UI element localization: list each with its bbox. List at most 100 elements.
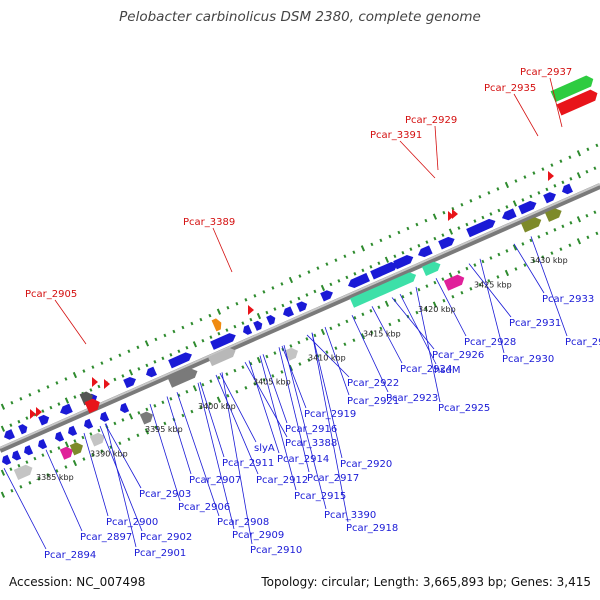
gene-label[interactable]: Pcar_2926 bbox=[432, 350, 484, 361]
gene-label[interactable]: Pcar_2902 bbox=[140, 532, 192, 543]
gene-label[interactable]: Pcar_2908 bbox=[217, 517, 269, 528]
gene-feature-red[interactable] bbox=[452, 209, 458, 219]
gene-feature[interactable] bbox=[66, 425, 78, 437]
gene-label[interactable]: Pcar_2906 bbox=[178, 502, 230, 513]
gene-label[interactable]: Pcar_2894 bbox=[44, 550, 96, 561]
gene-label[interactable]: Pcar_2928 bbox=[464, 337, 516, 348]
gene-feature[interactable] bbox=[118, 402, 130, 414]
gene-feature[interactable] bbox=[556, 88, 600, 116]
gene-feature[interactable] bbox=[82, 418, 94, 430]
gene-label[interactable]: Pcar_2920 bbox=[340, 459, 392, 470]
gene-feature[interactable] bbox=[500, 208, 517, 222]
gene-label[interactable]: Pcar_2909 bbox=[232, 530, 284, 541]
gene-feature-red[interactable] bbox=[36, 407, 42, 417]
gene-feature-red[interactable] bbox=[30, 409, 36, 419]
gene-label[interactable]: Pcar_2923 bbox=[386, 393, 438, 404]
gene-feature[interactable] bbox=[284, 346, 300, 361]
gene-label[interactable]: Pcar_2901 bbox=[134, 548, 186, 559]
gene-label[interactable]: Pcar_2932 bbox=[565, 337, 600, 348]
gene-feature[interactable] bbox=[466, 217, 497, 238]
gene-feature[interactable] bbox=[69, 440, 85, 456]
gene-label[interactable]: Pcar_2931 bbox=[509, 318, 561, 329]
gene-feature[interactable] bbox=[393, 253, 415, 270]
gene-feature[interactable] bbox=[416, 245, 433, 259]
gene-feature[interactable] bbox=[241, 324, 253, 336]
gene-feature[interactable] bbox=[281, 306, 294, 318]
gene-feature[interactable] bbox=[144, 366, 157, 379]
gene-feature[interactable] bbox=[36, 438, 48, 450]
gene-feature[interactable] bbox=[168, 350, 194, 369]
gene-feature[interactable] bbox=[53, 431, 65, 442]
gene-feature[interactable] bbox=[167, 367, 199, 388]
gene-feature[interactable] bbox=[211, 317, 224, 332]
gene-label-red[interactable]: Pcar_3389 bbox=[183, 217, 235, 228]
gene-label[interactable]: Pcar_2925 bbox=[438, 403, 490, 414]
gene-feature[interactable] bbox=[320, 288, 335, 302]
gene-label[interactable]: Pcar_2914 bbox=[277, 454, 329, 465]
gene-feature[interactable] bbox=[207, 346, 238, 367]
gene-feature[interactable] bbox=[38, 413, 51, 426]
gene-feature[interactable] bbox=[10, 450, 22, 461]
gene-label-red[interactable]: Pcar_3391 bbox=[370, 130, 422, 141]
gene-feature[interactable] bbox=[543, 190, 558, 204]
gene-feature[interactable] bbox=[98, 411, 110, 423]
gene-feature[interactable] bbox=[438, 235, 456, 250]
gene-label[interactable]: Pcar_2921 bbox=[347, 396, 399, 407]
gene-label[interactable]: Pcar_2919 bbox=[304, 409, 356, 420]
gene-label[interactable]: Pcar_2933 bbox=[542, 294, 594, 305]
gene-label[interactable]: Pcar_2910 bbox=[250, 545, 302, 556]
gene-label[interactable]: Pcar_2916 bbox=[285, 424, 337, 435]
gene-label-red[interactable]: Pcar_2905 bbox=[25, 289, 77, 300]
gene-label[interactable]: Pcar_2918 bbox=[346, 523, 398, 534]
gene-label[interactable]: hsdM bbox=[434, 365, 461, 376]
gene-feature-red[interactable] bbox=[448, 211, 454, 221]
gene-feature[interactable] bbox=[560, 183, 573, 196]
gene-label[interactable]: Pcar_2907 bbox=[189, 475, 241, 486]
gene-feature[interactable] bbox=[59, 445, 75, 460]
gene-feature[interactable] bbox=[0, 454, 12, 466]
gene-label[interactable]: slyA bbox=[254, 443, 275, 454]
gene-label[interactable]: Pcar_2922 bbox=[347, 378, 399, 389]
gene-label[interactable]: Pcar_3390 bbox=[324, 510, 376, 521]
gene-feature[interactable] bbox=[421, 260, 443, 277]
tick-mark bbox=[216, 308, 222, 315]
gene-label-red[interactable]: Pcar_2935 bbox=[484, 83, 536, 94]
gene-feature[interactable] bbox=[550, 73, 596, 103]
gene-feature[interactable] bbox=[518, 199, 538, 215]
gene-label[interactable]: Pcar_2930 bbox=[502, 354, 554, 365]
gene-feature[interactable] bbox=[349, 270, 418, 308]
gene-feature[interactable] bbox=[520, 215, 543, 233]
gene-feature[interactable] bbox=[84, 397, 103, 414]
gene-feature[interactable] bbox=[58, 403, 73, 417]
gene-feature[interactable] bbox=[370, 260, 399, 280]
gene-feature[interactable] bbox=[253, 319, 264, 331]
gene-feature[interactable] bbox=[544, 206, 564, 222]
gene-feature[interactable] bbox=[443, 273, 467, 291]
gene-feature[interactable] bbox=[346, 272, 370, 290]
gene-label[interactable]: Pcar_2915 bbox=[294, 491, 346, 502]
gene-label[interactable]: Pcar_2900 bbox=[106, 517, 158, 528]
gene-feature[interactable] bbox=[266, 314, 277, 326]
gene-feature[interactable] bbox=[22, 445, 34, 456]
gene-label[interactable]: Pcar_2924 bbox=[400, 364, 452, 375]
gene-feature-red[interactable] bbox=[92, 377, 98, 387]
gene-feature-red[interactable] bbox=[104, 379, 110, 389]
gene-feature-red[interactable] bbox=[548, 171, 554, 181]
gene-feature[interactable] bbox=[2, 429, 15, 441]
gene-feature[interactable] bbox=[13, 463, 35, 480]
gene-feature[interactable] bbox=[139, 410, 155, 425]
gene-feature-red[interactable] bbox=[248, 305, 254, 315]
gene-label-red[interactable]: Pcar_2937 bbox=[520, 67, 572, 78]
gene-label[interactable]: Pcar_2912 bbox=[256, 475, 308, 486]
gene-label[interactable]: Pcar_3388 bbox=[285, 438, 337, 449]
gene-label-red[interactable]: Pcar_2929 bbox=[405, 115, 457, 126]
gene-feature[interactable] bbox=[89, 431, 107, 447]
gene-label[interactable]: Pcar_2897 bbox=[80, 532, 132, 543]
gene-label[interactable]: Pcar_2911 bbox=[222, 458, 274, 469]
gene-feature[interactable] bbox=[18, 423, 29, 435]
gene-feature[interactable] bbox=[210, 331, 237, 350]
gene-label[interactable]: Pcar_2903 bbox=[139, 489, 191, 500]
gene-feature[interactable] bbox=[123, 375, 138, 389]
gene-feature[interactable] bbox=[296, 300, 309, 312]
gene-label[interactable]: Pcar_2917 bbox=[307, 473, 359, 484]
